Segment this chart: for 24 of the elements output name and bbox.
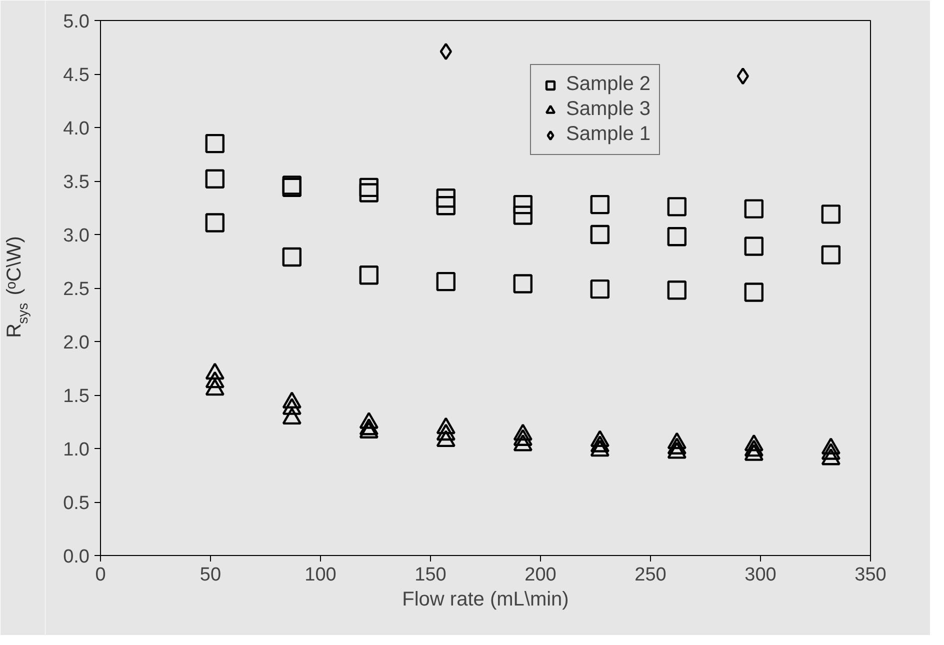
y-tick-label: 3.0	[63, 226, 90, 246]
y-tick-label: 4.5	[63, 65, 90, 86]
y-tick-label: 4.0	[63, 118, 90, 140]
y-tick-label: 0.0	[63, 546, 90, 568]
x-tick-label: 250	[634, 564, 666, 586]
x-tick-label: 0	[95, 564, 106, 586]
y-tick-label: 2.5	[63, 279, 90, 300]
x-tick-label: 350	[854, 564, 886, 586]
legend-label: Sample 2	[566, 73, 650, 96]
x-tick-label: 200	[524, 564, 556, 586]
x-tick-label: 150	[414, 564, 446, 586]
x-tick-label: 100	[304, 564, 336, 586]
y-tick-label: 0.5	[63, 493, 90, 514]
y-tick-label: 5.0	[63, 12, 90, 32]
y-tick-label: 1.0	[63, 440, 90, 460]
x-axis-title: Flow rate (mL\min)	[402, 588, 569, 610]
y-tick-label: 3.5	[63, 172, 90, 193]
x-tick-label: 50	[200, 564, 222, 586]
y-axis-title: Rsys (oC\W)	[2, 236, 30, 338]
y-tick-label: 2.0	[63, 332, 90, 354]
y-tick-label: 1.5	[63, 386, 90, 407]
x-tick-label: 300	[744, 564, 776, 586]
legend-label: Sample 3	[566, 98, 650, 121]
legend-label: Sample 1	[566, 123, 650, 146]
